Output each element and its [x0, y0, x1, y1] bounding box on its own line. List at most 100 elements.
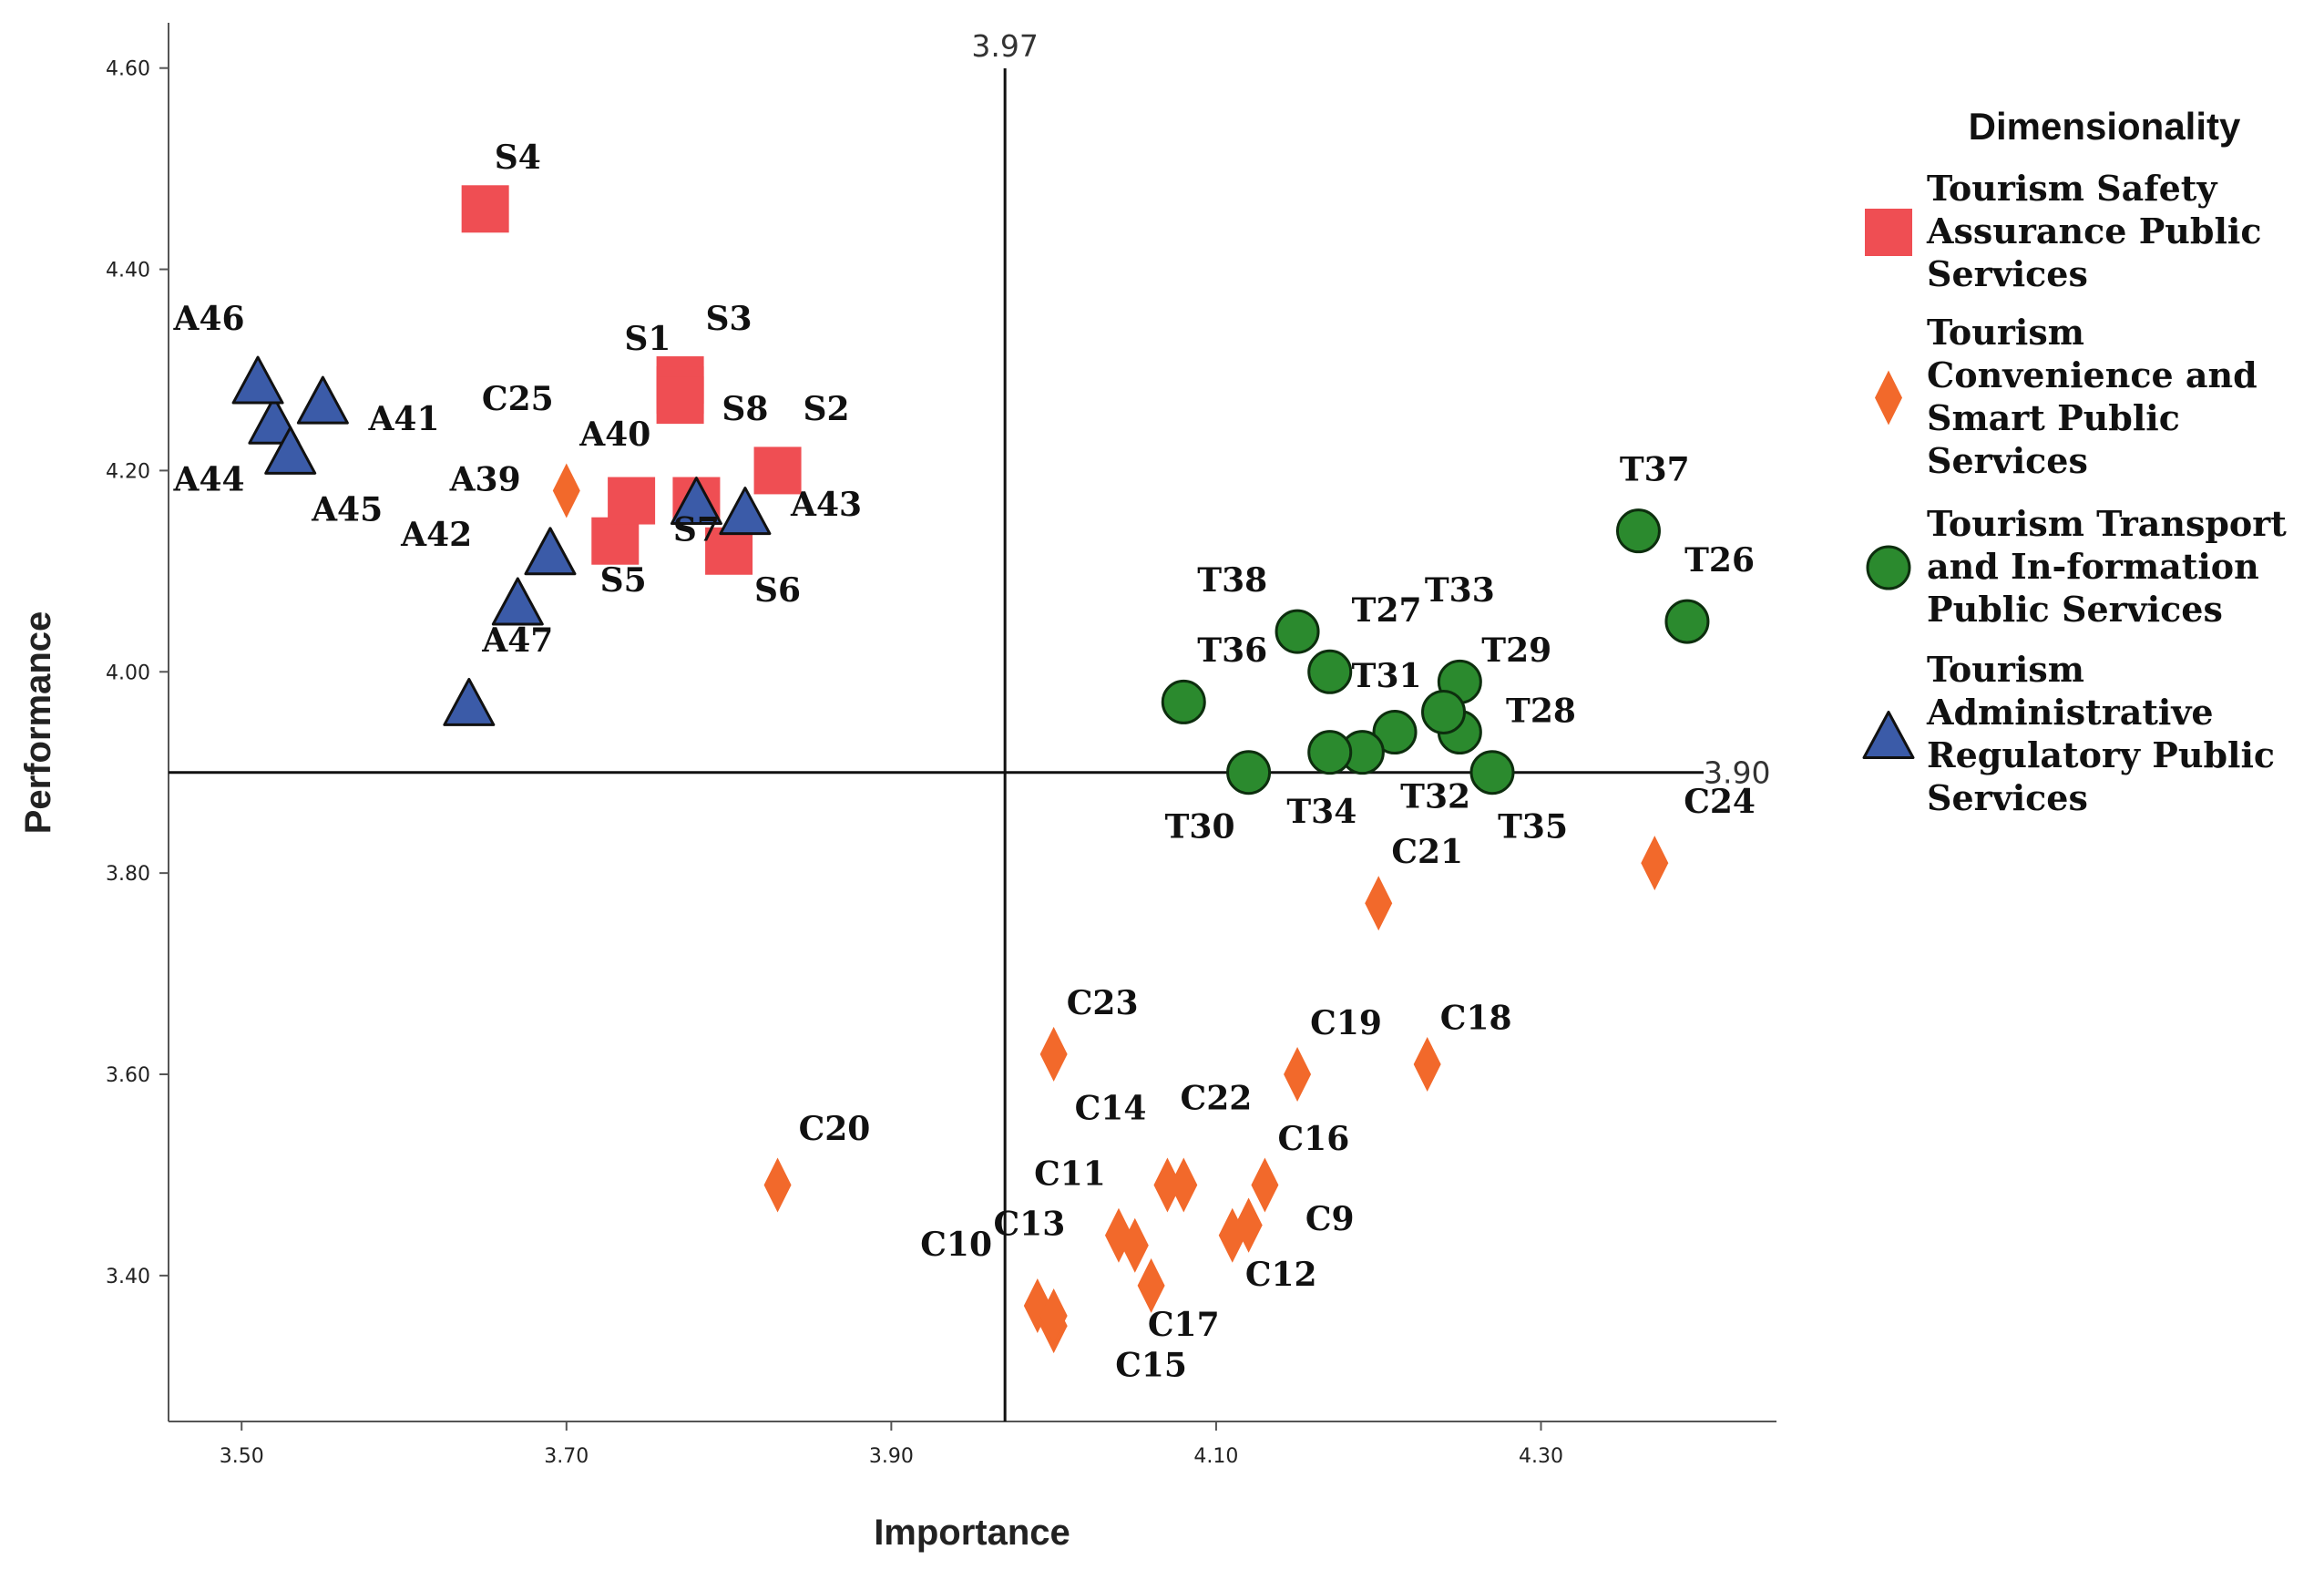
label-t37: T37	[1620, 450, 1690, 488]
label-t32: T32	[1400, 777, 1470, 816]
label-t31: T31	[1352, 657, 1422, 695]
point-c23	[1039, 1026, 1068, 1082]
legend-marker-c	[1875, 370, 1902, 426]
label-s1: S1	[624, 320, 671, 358]
y-tick-label: 4.20	[106, 460, 150, 483]
label-c22: C22	[1181, 1080, 1253, 1118]
y-tick-label: 4.60	[106, 58, 150, 81]
label-c9: C9	[1305, 1200, 1355, 1238]
point-c21	[1365, 876, 1393, 931]
label-c10: C10	[920, 1226, 992, 1264]
point-c20	[763, 1157, 792, 1213]
legend-text-s: Tourism Safety	[1927, 168, 2217, 209]
point-c-unlabeled	[1039, 1288, 1068, 1344]
label-a41: A41	[367, 400, 439, 438]
y-tick-label: 4.00	[106, 662, 150, 684]
point-a42	[491, 577, 544, 626]
x-tick-label: 4.10	[1193, 1445, 1238, 1468]
label-t28: T28	[1506, 693, 1576, 731]
label-a47: A47	[481, 621, 553, 660]
label-c13: C13	[994, 1206, 1066, 1244]
legend-text-t: and In-formation	[1927, 546, 2259, 587]
legend-marker-a	[1862, 711, 1915, 759]
x-tick-label: 3.50	[220, 1445, 264, 1468]
performance-mean-label: 3.90	[1704, 755, 1770, 791]
point-c24	[1641, 836, 1669, 891]
point-a45	[264, 426, 317, 475]
label-a45: A45	[311, 491, 383, 529]
point-c11	[1153, 1157, 1182, 1213]
label-c14: C14	[1075, 1090, 1147, 1128]
y-axis-title: Performance	[18, 611, 58, 835]
legend-text-c: Smart Public	[1927, 397, 2180, 438]
label-t30: T30	[1165, 807, 1235, 846]
point-t36	[1161, 679, 1206, 724]
label-a42: A42	[400, 516, 472, 554]
legend-title: Dimensionality	[1969, 105, 2241, 148]
point-c16	[1251, 1157, 1279, 1213]
point-t34	[1307, 730, 1353, 775]
label-a40: A40	[578, 416, 650, 454]
point-s2	[753, 446, 802, 495]
point-t30	[1226, 750, 1272, 795]
point-a44	[248, 395, 301, 445]
label-c17: C17	[1148, 1306, 1220, 1344]
legend-marker-t	[1866, 545, 1911, 590]
legend-text-a: Services	[1927, 777, 2088, 818]
importance-mean-label: 3.97	[971, 28, 1038, 64]
point-a41	[296, 375, 349, 425]
legend-text-a: Administrative	[1926, 692, 2214, 733]
legend-text-a: Tourism	[1927, 649, 2084, 690]
label-s2: S2	[804, 390, 850, 428]
point-s4	[461, 185, 509, 233]
label-c24: C24	[1684, 783, 1756, 821]
label-t26: T26	[1684, 541, 1755, 580]
point-c-unlabeled	[1121, 1217, 1149, 1273]
legend-text-t: Public Services	[1927, 589, 2223, 630]
point-t26	[1664, 599, 1710, 644]
y-tick-label: 4.40	[106, 260, 150, 282]
data-points	[231, 185, 1710, 1354]
label-s5: S5	[600, 561, 647, 600]
x-axis-title: Importance	[874, 1513, 1070, 1553]
label-c18: C18	[1440, 999, 1512, 1037]
label-s3: S3	[706, 300, 752, 338]
point-c14	[1170, 1157, 1198, 1213]
label-c20: C20	[799, 1110, 871, 1148]
y-tick-label: 3.60	[106, 1064, 150, 1087]
point-t35	[1469, 750, 1515, 795]
plot-frame	[168, 23, 1776, 1422]
point-t27	[1307, 649, 1353, 694]
label-t29: T29	[1481, 631, 1551, 670]
point-a46	[231, 355, 284, 405]
point-c19	[1284, 1047, 1312, 1103]
label-c25: C25	[482, 380, 554, 418]
label-t33: T33	[1425, 571, 1495, 610]
point-s7	[608, 477, 656, 525]
point-a43	[719, 487, 772, 536]
point-c25	[552, 463, 580, 518]
point-s6	[705, 527, 753, 575]
point-a47	[443, 677, 496, 726]
label-s6: S6	[754, 571, 801, 610]
label-c15: C15	[1115, 1346, 1187, 1384]
label-t36: T36	[1197, 631, 1267, 670]
label-c12: C12	[1245, 1256, 1317, 1294]
label-c21: C21	[1391, 833, 1463, 871]
point-labels: S4 S1 S3 S8 S2 S7 S5 S6 C25 A40 A39 A42 A43 A47 A46 A41…	[173, 139, 1756, 1384]
legend-text-s: Services	[1927, 253, 2088, 294]
x-tick-label: 3.70	[544, 1445, 589, 1468]
legend-text-c: Tourism	[1927, 312, 2084, 353]
point-c18	[1413, 1036, 1441, 1092]
label-t27: T27	[1352, 591, 1422, 630]
x-tick-label: 3.90	[869, 1445, 914, 1468]
point-s8	[656, 376, 704, 425]
y-tick-label: 3.80	[106, 863, 150, 886]
label-s4: S4	[495, 139, 541, 177]
label-t38: T38	[1197, 561, 1267, 600]
label-c19: C19	[1310, 1004, 1382, 1042]
point-a40	[524, 527, 577, 576]
